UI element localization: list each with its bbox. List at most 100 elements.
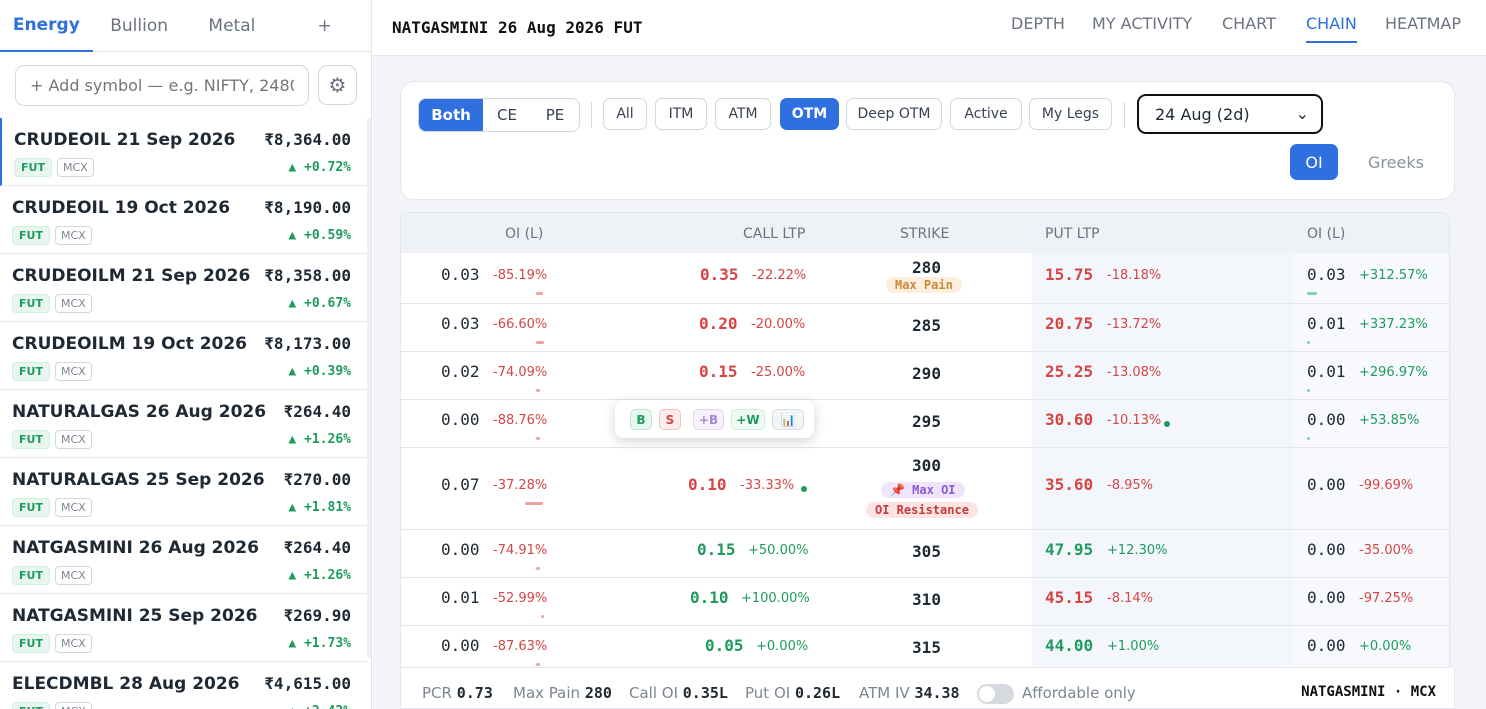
table-row[interactable]: 0.02 -74.09% 0.15 -25.00% 290 25.25 -13.08% 0.0…: [401, 352, 1449, 400]
put-ltp-value[interactable]: 35.60: [1045, 475, 1094, 494]
tab-energy[interactable]: Energy: [0, 0, 93, 52]
table-row[interactable]: 0.07 -37.28% 0.10 -33.33% 300 📌 Max OI OI Resi…: [401, 448, 1449, 530]
put-oi-change: +296.97%: [1359, 365, 1428, 380]
tab-depth[interactable]: DEPTH: [1011, 14, 1065, 33]
type-badge: FUT: [12, 634, 50, 653]
type-badge: FUT: [12, 362, 50, 381]
row-action-popup: B S +B +W 📊: [615, 400, 814, 438]
header-put-ltp: PUT LTP: [1045, 226, 1100, 242]
put-oi-value: 0.00: [1307, 475, 1346, 494]
item-price: ₹8,364.00: [264, 130, 351, 149]
filter-active-button[interactable]: Active: [950, 98, 1022, 130]
filter-my-legs-button[interactable]: My Legs: [1029, 98, 1112, 130]
side-both-button[interactable]: Both: [419, 99, 483, 131]
affordable-toggle[interactable]: [977, 684, 1014, 704]
call-ltp-value[interactable]: 0.35: [700, 265, 739, 284]
divider: [591, 102, 592, 128]
put-ltp-value[interactable]: 45.15: [1045, 588, 1094, 607]
watchlist-item[interactable]: ELECDMBL 28 Aug 2026 ₹4,615.00 FUT MCX ▲ +2.…: [0, 662, 367, 709]
call-oi-bar: [536, 663, 540, 666]
call-ltp-value[interactable]: 0.10: [688, 475, 727, 494]
tab-metal[interactable]: Metal: [208, 16, 256, 36]
put-ltp-change: +1.00%: [1107, 639, 1160, 654]
put-ltp-value[interactable]: 47.95: [1045, 540, 1094, 559]
table-row[interactable]: 0.03 -85.19% 0.35 -22.22% 280 Max Pain 15.75 -1…: [401, 253, 1449, 304]
footer-symbol: NATGASMINI · MCX: [1301, 684, 1436, 700]
filter-itm-button[interactable]: ITM: [655, 98, 707, 130]
watchlist-item[interactable]: NATURALGAS 26 Aug 2026 ₹264.40 FUT MCX ▲ +1.…: [0, 390, 367, 458]
buy-button[interactable]: B: [630, 409, 652, 430]
exchange-badge: MCX: [54, 226, 92, 245]
side-ce-button[interactable]: CE: [497, 106, 517, 124]
add-basket-button[interactable]: +B: [693, 409, 724, 430]
exchange-badge: MCX: [54, 294, 92, 313]
tab-chart[interactable]: CHART: [1222, 14, 1276, 33]
item-name: ELECDMBL 28 Aug 2026: [12, 674, 240, 694]
filter-atm-button[interactable]: ATM: [715, 98, 771, 130]
sell-button[interactable]: S: [659, 409, 681, 430]
put-ltp-value[interactable]: 30.60: [1045, 410, 1094, 429]
chart-icon[interactable]: 📊: [772, 409, 804, 430]
tab-heatmap[interactable]: HEATMAP: [1385, 14, 1462, 33]
filter-all-button[interactable]: All: [603, 98, 647, 130]
side-pe-button[interactable]: PE: [545, 106, 565, 124]
put-ltp-value[interactable]: 20.75: [1045, 314, 1094, 333]
put-ltp-change: -10.13%: [1107, 413, 1162, 428]
put-oi-change: -35.00%: [1359, 543, 1414, 558]
call-ltp-value[interactable]: 0.20: [699, 314, 738, 333]
call-ltp-value[interactable]: 0.15: [699, 362, 738, 381]
watchlist-scrollbar[interactable]: [367, 118, 371, 658]
item-change: ▲ +0.72%: [288, 160, 351, 175]
exchange-badge: MCX: [54, 362, 92, 381]
type-badge: FUT: [12, 498, 50, 517]
add-symbol-input[interactable]: [15, 65, 309, 106]
put-oi-label: Put OI: [745, 684, 791, 702]
table-row[interactable]: 0.00 -87.63% 0.05 +0.00% 315 44.00 +1.00% 0.00 +…: [401, 626, 1449, 667]
put-oi-value: 0.26L: [794, 684, 841, 702]
type-badge: FUT: [12, 566, 50, 585]
table-row[interactable]: 0.03 -66.60% 0.20 -20.00% 285 20.75 -13.72% 0.0…: [401, 304, 1449, 352]
item-price: ₹269.90: [283, 606, 351, 625]
type-badge: FUT: [12, 430, 50, 449]
watchlist-item[interactable]: CRUDEOIL 19 Oct 2026 ₹8,190.00 FUT MCX ▲ +0.…: [0, 186, 367, 254]
expiry-value: 24 Aug (2d): [1155, 104, 1250, 124]
call-ltp-value[interactable]: 0.10: [690, 588, 729, 607]
put-oi-change: -99.69%: [1359, 478, 1414, 493]
put-ltp-value[interactable]: 25.25: [1045, 362, 1094, 381]
call-ltp-value[interactable]: 0.05: [705, 636, 744, 655]
table-header: OI (L) CALL LTP STRIKE PUT LTP OI (L): [401, 213, 1449, 253]
tab-chain[interactable]: CHAIN: [1306, 14, 1357, 43]
watchlist-item[interactable]: NATGASMINI 25 Sep 2026 ₹269.90 FUT MCX ▲ +1.…: [0, 594, 367, 662]
filter-otm-button[interactable]: OTM: [780, 98, 839, 130]
add-group-tab[interactable]: +: [317, 16, 332, 36]
watchlist-item[interactable]: CRUDEOILM 19 Oct 2026 ₹8,173.00 FUT MCX ▲ +0…: [0, 322, 367, 390]
view-greeks-button[interactable]: Greeks: [1368, 152, 1424, 172]
table-row[interactable]: 0.00 -74.91% 0.15 +50.00% 305 47.95 +12.30% 0.0…: [401, 530, 1449, 578]
max-pain-label: Max Pain: [513, 684, 581, 702]
type-badge: FUT: [12, 702, 50, 709]
put-ltp-value[interactable]: 44.00: [1045, 636, 1094, 655]
tab-bullion[interactable]: Bullion: [110, 16, 169, 36]
chain-filters: Both CE PE All ITM ATM OTM Deep OTM Acti…: [400, 81, 1455, 200]
item-price: ₹264.40: [283, 538, 351, 557]
call-ltp-value[interactable]: 0.15: [697, 540, 736, 559]
search-row: ⚙: [0, 52, 371, 118]
add-watchlist-button[interactable]: +W: [731, 409, 765, 430]
max-pain-tag: Max Pain: [886, 277, 962, 293]
view-oi-button[interactable]: OI: [1290, 144, 1338, 180]
tab-my-activity[interactable]: MY ACTIVITY: [1092, 14, 1193, 33]
watchlist-item[interactable]: CRUDEOILM 21 Sep 2026 ₹8,358.00 FUT MCX ▲ +0…: [0, 254, 367, 322]
settings-gear-icon[interactable]: ⚙: [318, 65, 357, 105]
watchlist-item[interactable]: NATGASMINI 26 Aug 2026 ₹264.40 FUT MCX ▲ +1.…: [0, 526, 367, 594]
watchlist-item[interactable]: NATURALGAS 25 Sep 2026 ₹270.00 FUT MCX ▲ +1.…: [0, 458, 367, 526]
watchlist-item[interactable]: CRUDEOIL 21 Sep 2026 ₹8,364.00 FUT MCX ▲ +0.…: [0, 118, 367, 186]
filter-deep-otm-button[interactable]: Deep OTM: [846, 98, 942, 130]
table-row[interactable]: 0.01 -52.99% 0.10 +100.00% 310 45.15 -8.14% 0.0…: [401, 578, 1449, 626]
put-oi-value: 0.00: [1307, 588, 1346, 607]
call-oi-bar: [536, 292, 543, 295]
table-row[interactable]: 0.00 -88.76% 295 30.60 -10.13% 0.00 +53.85%: [401, 400, 1449, 448]
expiry-select[interactable]: 24 Aug (2d) ⌄: [1137, 94, 1323, 134]
put-ltp-value[interactable]: 15.75: [1045, 265, 1094, 284]
